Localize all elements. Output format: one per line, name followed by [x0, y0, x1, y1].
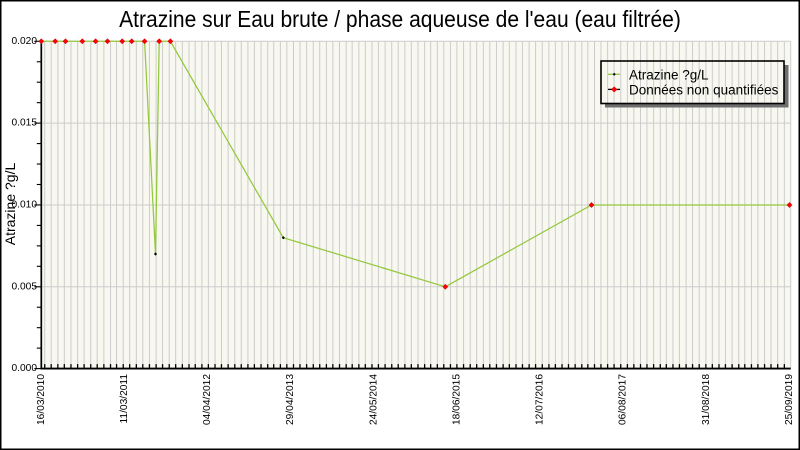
svg-text:16/03/2010: 16/03/2010 — [36, 374, 47, 425]
svg-text:0.010: 0.010 — [12, 199, 38, 210]
svg-text:29/04/2013: 29/04/2013 — [285, 374, 296, 425]
svg-text:Atrazine ?g/L: Atrazine ?g/L — [2, 163, 18, 246]
svg-text:18/06/2015: 18/06/2015 — [451, 374, 462, 425]
svg-text:Atrazine ?g/L: Atrazine ?g/L — [629, 67, 709, 82]
svg-text:0.000: 0.000 — [12, 363, 38, 374]
svg-text:Atrazine sur Eau brute / phase: Atrazine sur Eau brute / phase aqueuse d… — [119, 6, 681, 32]
svg-text:25/09/2019: 25/09/2019 — [784, 374, 795, 425]
svg-text:24/05/2014: 24/05/2014 — [368, 374, 379, 425]
svg-text:11/03/2011: 11/03/2011 — [119, 374, 130, 424]
svg-text:0.015: 0.015 — [12, 118, 38, 129]
svg-text:06/08/2017: 06/08/2017 — [618, 374, 629, 425]
svg-text:04/04/2012: 04/04/2012 — [202, 374, 213, 425]
svg-text:12/07/2016: 12/07/2016 — [535, 374, 546, 425]
svg-text:0.005: 0.005 — [12, 281, 38, 292]
svg-text:Données non quantifiées: Données non quantifiées — [629, 82, 779, 97]
svg-text:31/08/2018: 31/08/2018 — [701, 374, 712, 425]
svg-text:0.020: 0.020 — [12, 36, 38, 47]
